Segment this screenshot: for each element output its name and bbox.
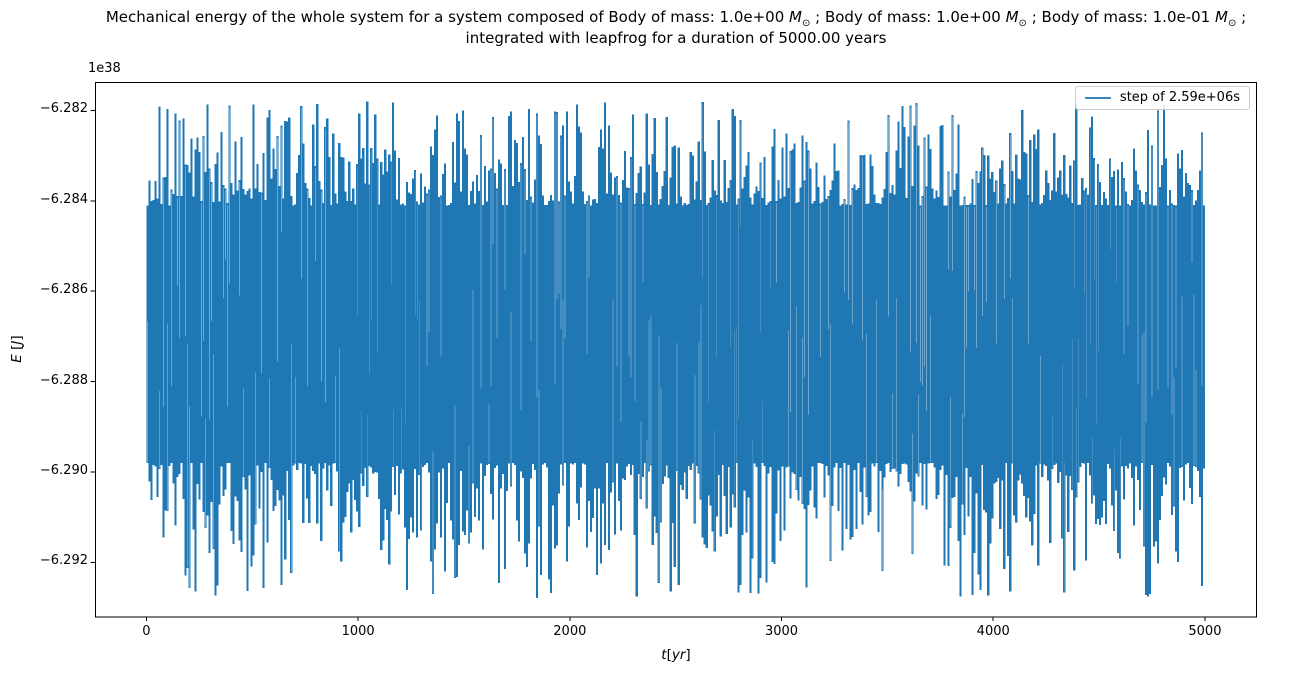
- x-tick-label: 5000: [1188, 624, 1222, 639]
- y-axis-label-unit: J: [9, 340, 25, 345]
- x-axis-label: t[yr]: [661, 647, 690, 663]
- chart-title-line1: Mechanical energy of the whole system fo…: [95, 7, 1257, 29]
- title-text: ;: [1236, 8, 1247, 26]
- x-tick-label: 0: [142, 624, 151, 639]
- solar-mass-symbol: M: [789, 8, 802, 26]
- y-axis-label-var: E: [9, 354, 25, 363]
- y-axis-label-bracket: [: [9, 344, 25, 350]
- legend-label: step of 2.59e+06s: [1119, 90, 1240, 105]
- legend-line-sample-icon: [1084, 96, 1111, 99]
- odot-symbol: ⊙: [1018, 18, 1027, 29]
- legend: step of 2.59e+06s: [1074, 86, 1250, 110]
- y-tick-label: −6.292: [39, 553, 88, 569]
- x-axis-label-unit: yr: [671, 647, 686, 663]
- odot-symbol: ⊙: [1227, 18, 1237, 29]
- y-tick-label: −6.284: [39, 191, 88, 207]
- chart-title-line2: integrated with leapfrog for a duration …: [465, 29, 887, 47]
- y-tick-label: −6.288: [39, 372, 88, 388]
- x-axis-label-var: t: [661, 647, 667, 663]
- x-axis-label-bracket: ]: [685, 647, 691, 663]
- x-tick-label: 1000: [341, 624, 375, 639]
- title-text: ; Body of mass: 1.0e-01: [1026, 8, 1215, 26]
- title-text: Mechanical energy of the whole system fo…: [105, 8, 790, 26]
- y-axis-offset-label: 1e38: [88, 61, 121, 76]
- x-tick-label: 3000: [764, 624, 799, 639]
- solar-mass-symbol: M: [1215, 8, 1228, 26]
- y-axis-label: E [J]: [9, 335, 25, 362]
- title-text: ; Body of mass: 1.0e+00: [810, 8, 1006, 26]
- y-tick-label: −6.286: [39, 282, 88, 298]
- solar-mass-symbol: M: [1005, 8, 1019, 26]
- odot-symbol: ⊙: [801, 18, 811, 29]
- x-axis-label-bracket: [: [666, 647, 672, 663]
- chart-title: Mechanical energy of the whole system fo…: [95, 7, 1257, 49]
- x-tick-label: 2000: [553, 624, 587, 639]
- x-tick-label: 4000: [976, 624, 1010, 639]
- y-tick-label: −6.290: [39, 462, 88, 478]
- y-axis-label-bracket: ]: [9, 335, 25, 341]
- y-tick-label: −6.282: [39, 101, 88, 117]
